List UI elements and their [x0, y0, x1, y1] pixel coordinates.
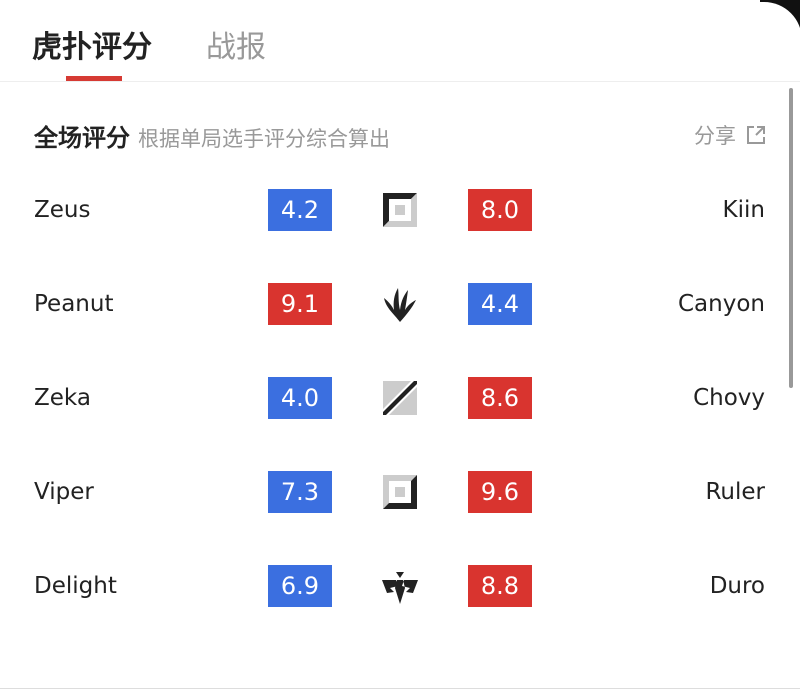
- window-corner: [758, 0, 800, 46]
- player-row: Zeus 4.2 8.0 Kiin: [0, 189, 800, 233]
- right-score-badge: 8.8: [468, 565, 532, 607]
- section-title: 全场评分: [34, 124, 130, 152]
- active-tab-indicator: [66, 76, 122, 81]
- support-icon: [382, 572, 418, 604]
- share-label: 分享: [694, 124, 736, 148]
- left-score-badge: 6.9: [268, 565, 332, 607]
- left-player-name[interactable]: Zeka: [34, 385, 91, 411]
- external-link-icon: [747, 126, 765, 144]
- tab-bar: 虎扑评分 战报: [0, 0, 800, 82]
- top-lane-icon: [383, 193, 417, 227]
- bot-lane-icon: [383, 475, 417, 509]
- right-player-name[interactable]: Kiin: [722, 197, 765, 223]
- left-player-name[interactable]: Viper: [34, 479, 94, 505]
- tab-hupu-rating[interactable]: 虎扑评分: [32, 30, 152, 65]
- right-player-name[interactable]: Ruler: [705, 479, 765, 505]
- right-player-name[interactable]: Duro: [709, 573, 765, 599]
- right-score-badge: 8.0: [468, 189, 532, 231]
- left-score-badge: 4.0: [268, 377, 332, 419]
- player-row: Viper 7.3 9.6 Ruler: [0, 471, 800, 515]
- right-score-badge: 9.6: [468, 471, 532, 513]
- left-player-name[interactable]: Peanut: [34, 291, 114, 317]
- mid-lane-icon: [383, 381, 417, 415]
- scrollbar[interactable]: [789, 88, 793, 388]
- right-score-badge: 4.4: [468, 283, 532, 325]
- player-row: Zeka 4.0 8.6 Chovy: [0, 377, 800, 421]
- jungle-icon: [384, 288, 416, 322]
- left-score-badge: 7.3: [268, 471, 332, 513]
- left-score-badge: 9.1: [268, 283, 332, 325]
- player-row: Delight 6.9 8.8 Duro: [0, 565, 800, 609]
- right-player-name[interactable]: Canyon: [678, 291, 765, 317]
- left-player-name[interactable]: Delight: [34, 573, 117, 599]
- right-score-badge: 8.6: [468, 377, 532, 419]
- share-button[interactable]: 分享: [694, 120, 766, 150]
- right-player-name[interactable]: Chovy: [693, 385, 765, 411]
- section-subtitle: 根据单局选手评分综合算出: [138, 127, 390, 151]
- section-header: 全场评分 根据单局选手评分综合算出 分享: [34, 118, 766, 154]
- player-row: Peanut 9.1 4.4 Canyon: [0, 283, 800, 327]
- left-player-name[interactable]: Zeus: [34, 197, 91, 223]
- left-score-badge: 4.2: [268, 189, 332, 231]
- divider: [0, 688, 800, 689]
- tab-battle-report[interactable]: 战报: [206, 30, 266, 65]
